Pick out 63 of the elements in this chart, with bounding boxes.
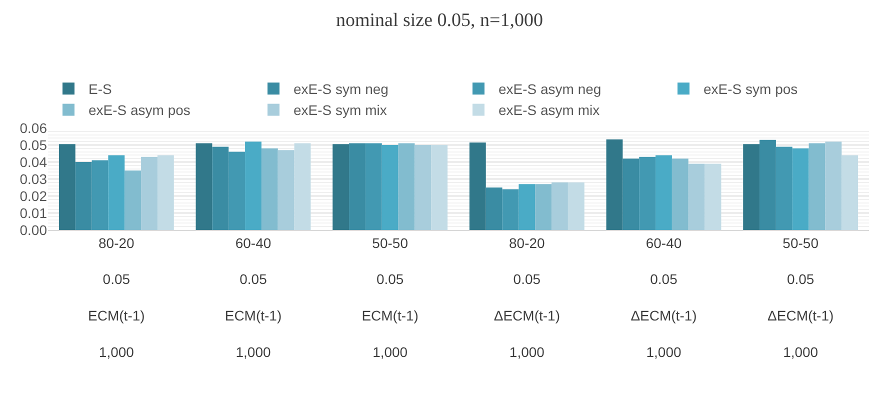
bar bbox=[124, 170, 142, 230]
y-tick-label: 0.01 bbox=[20, 204, 48, 221]
bar bbox=[842, 155, 858, 230]
bar bbox=[58, 144, 76, 230]
legend-label: exE-S asym neg bbox=[498, 81, 602, 98]
bar bbox=[431, 145, 448, 230]
bar bbox=[294, 143, 311, 230]
bar bbox=[792, 148, 809, 230]
bar bbox=[157, 155, 174, 230]
bar bbox=[75, 162, 92, 230]
bar bbox=[365, 143, 382, 230]
bar bbox=[606, 139, 623, 230]
y-tick-label: 0.04 bbox=[20, 154, 48, 170]
bar bbox=[349, 143, 366, 230]
category-label: 60-40 0.05 ECM(t-1) 1,000 bbox=[224, 234, 282, 360]
legend-label: exE-S sym pos bbox=[704, 81, 798, 98]
y-tick-label: 0.03 bbox=[20, 170, 48, 187]
bar bbox=[212, 146, 229, 230]
legend-label: exE-S asym pos bbox=[88, 102, 190, 118]
y-tick-label: 0.05 bbox=[20, 136, 48, 153]
bar bbox=[141, 156, 158, 230]
bar bbox=[808, 143, 826, 230]
category-label: 50-50 0.05 ΔECM(t-1) 1,000 bbox=[768, 234, 834, 360]
category-label: 60-40 0.05 ΔECM(t-1) 1,000 bbox=[630, 234, 697, 360]
bar bbox=[278, 150, 294, 230]
category-label: 80-20 0.05 ECM(t-1) 1,000 bbox=[88, 234, 145, 360]
bar bbox=[825, 142, 842, 230]
category-label: 50-50 0.05 ECM(t-1) 1,000 bbox=[362, 234, 418, 360]
legend-label: exE-S asym mix bbox=[498, 102, 600, 118]
y-tick-label: 0.02 bbox=[20, 188, 48, 204]
legend-label: exE-S sym neg bbox=[294, 81, 388, 98]
y-tick-label: 0.06 bbox=[20, 120, 48, 136]
bar bbox=[535, 184, 552, 230]
bar bbox=[469, 142, 486, 230]
bar bbox=[486, 188, 502, 230]
bar bbox=[743, 144, 760, 230]
bar bbox=[414, 145, 432, 230]
legend-label: exE-S sym mix bbox=[294, 102, 387, 118]
y-tick-label: 0.00 bbox=[20, 222, 48, 238]
bar bbox=[704, 164, 722, 230]
bar bbox=[228, 152, 246, 230]
bar bbox=[552, 182, 568, 230]
bar bbox=[502, 189, 519, 230]
bar bbox=[398, 143, 415, 230]
bar bbox=[639, 156, 656, 230]
bar bbox=[688, 164, 705, 230]
category-label: 80-20 0.05 ΔECM(t-1) 1,000 bbox=[494, 234, 560, 360]
bar bbox=[760, 140, 776, 230]
bar bbox=[776, 146, 792, 230]
bar bbox=[382, 145, 398, 230]
bar bbox=[261, 148, 278, 230]
bar bbox=[108, 155, 125, 230]
bar bbox=[672, 158, 688, 230]
bar bbox=[656, 155, 672, 230]
bar bbox=[332, 144, 350, 230]
bar bbox=[568, 182, 584, 230]
bar bbox=[196, 143, 212, 230]
bar bbox=[518, 184, 536, 230]
bar bbox=[622, 158, 640, 230]
bar bbox=[245, 142, 262, 230]
chart-title: nominal size 0.05, n=1,000 bbox=[336, 10, 544, 31]
legend-label: E-S bbox=[88, 81, 112, 98]
bar bbox=[92, 160, 108, 230]
